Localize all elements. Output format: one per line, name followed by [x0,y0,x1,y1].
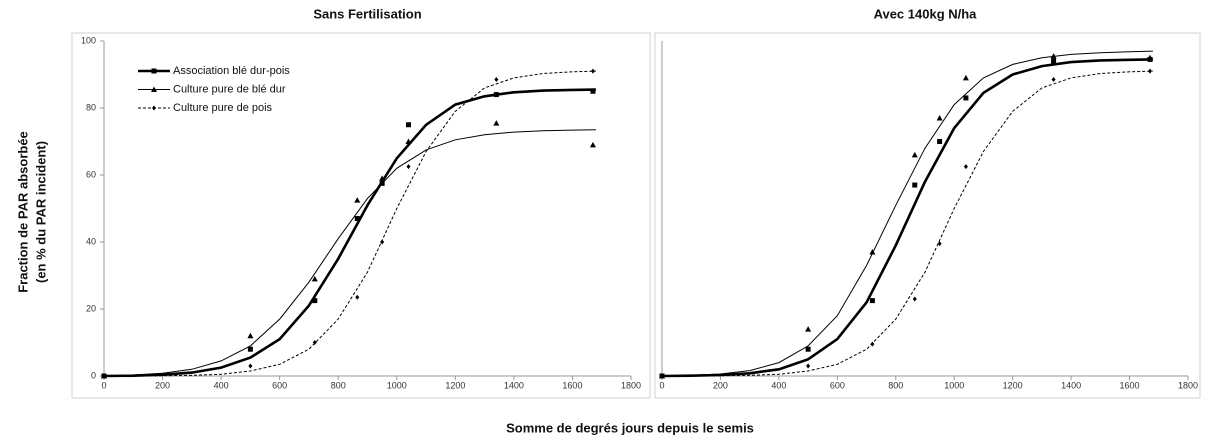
point [869,298,875,304]
point [936,115,943,121]
fit-curve [103,129,596,377]
point [1147,54,1154,61]
x-tick-label: 1400 [504,380,524,390]
x-tick-label: 1600 [562,380,582,390]
y-tick-label: 60 [86,169,96,179]
point [937,139,943,144]
panel-frame [654,32,1201,399]
y-tick-label: 100 [81,35,96,45]
point [870,341,875,347]
point [590,88,596,94]
y-tick-label: 0 [91,370,96,380]
panel-title: Sans Fertilisation [313,6,421,21]
point [962,74,969,81]
legend-marker [152,105,156,111]
point [1050,53,1057,59]
fit-curve [661,58,1153,378]
point [911,151,918,158]
point [247,332,254,339]
legend-label: Culture pure de pois [173,102,273,114]
point [1051,58,1057,64]
panel-frame [71,32,651,399]
x-tick-label: 0 [659,380,664,390]
x-tick-label: 1600 [1120,380,1140,390]
point [912,296,917,302]
point [806,363,811,369]
point [312,298,318,304]
y-axis-label: Fraction de PAR absorbée [15,131,30,293]
legend-label: Culture pure de blé dur [173,83,286,95]
point [405,138,412,144]
x-tick-label: 1800 [621,380,641,390]
point [311,275,318,282]
x-tick-label: 1800 [1178,380,1198,390]
y-axis-label: (en % du PAR incident) [33,141,48,283]
x-tick-label: 200 [713,380,728,390]
y-tick-label: 40 [86,236,96,246]
point [406,164,411,170]
x-tick-label: 800 [331,380,346,390]
point [493,92,499,98]
x-tick-label: 200 [155,380,170,390]
x-tick-label: 1200 [445,380,465,390]
legend-label: Association blé dur-pois [173,65,290,77]
y-tick-label: 80 [86,102,96,112]
point [805,346,811,352]
point [963,95,969,101]
point [247,346,253,352]
x-tick-label: 1000 [387,380,407,390]
x-tick-label: 600 [830,380,845,390]
x-tick-label: 400 [771,380,786,390]
point [1148,68,1153,74]
point [963,164,968,170]
x-tick-label: 1200 [1003,380,1023,390]
fit-curve [103,88,596,378]
x-tick-label: 1400 [1061,380,1081,390]
point [590,68,595,74]
legend-marker [151,86,157,92]
x-tick-label: 1000 [944,380,964,390]
point [589,141,596,148]
legend-marker [151,68,157,74]
point [805,326,812,332]
point [869,249,876,255]
x-tick-label: 600 [272,380,287,390]
x-tick-label: 800 [888,380,903,390]
point [1051,77,1056,83]
fit-curve [662,70,1153,377]
point [248,363,253,369]
point [355,294,360,300]
x-axis-label: Somme de degrés jours depuis le semis [506,420,754,435]
point [660,373,664,379]
point [912,182,918,188]
fit-curve [661,50,1153,377]
x-tick-label: 400 [214,380,229,390]
panel-title: Avec 140kg N/ha [874,6,978,21]
y-tick-label: 20 [86,303,96,313]
point [354,197,361,203]
point [379,175,386,181]
x-tick-label: 0 [101,380,106,390]
point [354,216,360,222]
point [493,120,500,126]
point [312,340,317,345]
point [380,239,385,245]
fit-curve [104,70,596,377]
point [494,77,499,83]
point [405,122,411,128]
point [937,241,942,247]
point [102,373,106,379]
